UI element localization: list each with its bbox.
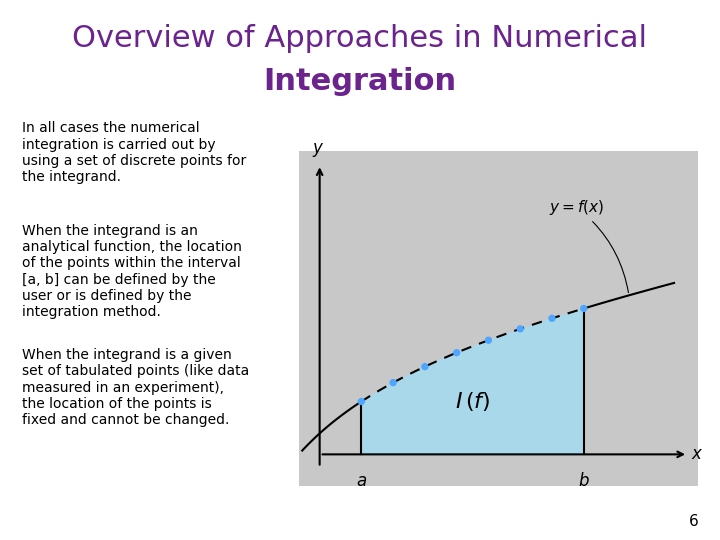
Text: Overview of Approaches in Numerical: Overview of Approaches in Numerical [73, 24, 647, 53]
Point [356, 397, 367, 406]
Point [546, 314, 558, 323]
Point [578, 304, 590, 313]
Text: When the integrand is a given
set of tabulated points (like data
measured in an : When the integrand is a given set of tab… [22, 348, 249, 427]
Text: In all cases the numerical
integration is carried out by
using a set of discrete: In all cases the numerical integration i… [22, 122, 246, 184]
Text: Integration: Integration [264, 68, 456, 97]
Point [451, 348, 462, 357]
Point [482, 336, 494, 345]
Text: $I\,(f)$: $I\,(f)$ [455, 390, 490, 413]
Text: $y$: $y$ [312, 141, 324, 159]
Text: 6: 6 [688, 514, 698, 529]
Text: $y = f(x)$: $y = f(x)$ [549, 198, 629, 293]
Point [387, 379, 399, 387]
Text: $b$: $b$ [578, 471, 590, 489]
Text: When the integrand is an
analytical function, the location
of the points within : When the integrand is an analytical func… [22, 224, 241, 319]
Text: $a$: $a$ [356, 471, 367, 489]
Point [419, 362, 431, 371]
Point [514, 325, 526, 333]
Text: $x$: $x$ [691, 446, 704, 463]
